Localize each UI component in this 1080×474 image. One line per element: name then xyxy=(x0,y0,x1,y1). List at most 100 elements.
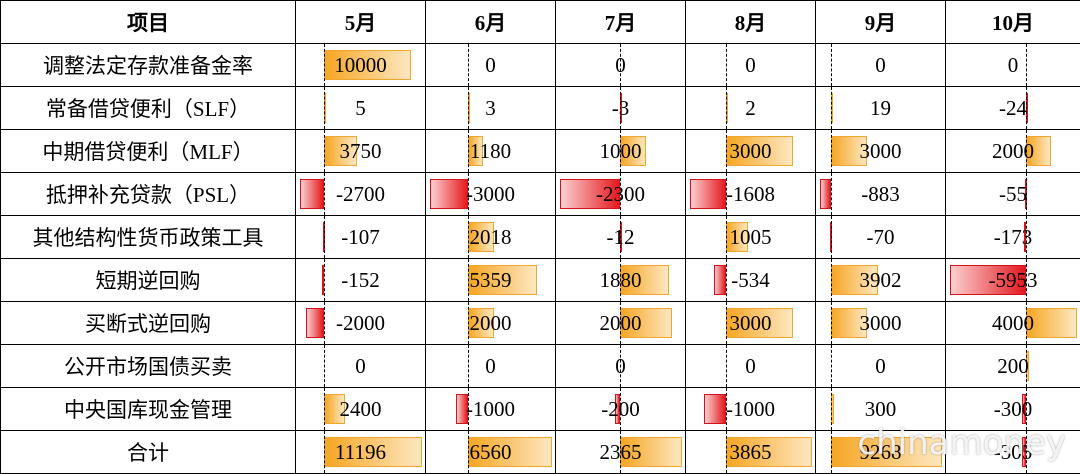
header-cell: 10月 xyxy=(946,1,1080,44)
zero-axis xyxy=(324,388,325,430)
value-cell: 200 xyxy=(946,345,1080,388)
value-cell: -24 xyxy=(946,87,1080,130)
cell-value: -173 xyxy=(994,225,1033,249)
value-cell: 3000 xyxy=(686,130,816,173)
row-label: 其他结构性货币政策工具 xyxy=(1,216,296,259)
data-bar xyxy=(820,179,831,209)
data-bar xyxy=(306,308,324,338)
zero-axis xyxy=(831,431,832,473)
zero-axis xyxy=(726,345,727,387)
header-cell: 项目 xyxy=(1,1,296,44)
data-bar xyxy=(430,179,468,209)
zero-axis xyxy=(324,259,325,301)
value-cell: 1880 xyxy=(556,259,686,302)
value-cell: 0 xyxy=(816,44,946,87)
cell-value: -152 xyxy=(341,268,380,292)
value-cell: 0 xyxy=(556,345,686,388)
cell-value: -5953 xyxy=(989,268,1038,292)
value-cell: 2000 xyxy=(426,302,556,345)
row-label: 短期逆回购 xyxy=(1,259,296,302)
zero-axis xyxy=(831,44,832,86)
zero-axis xyxy=(324,44,325,86)
zero-axis xyxy=(324,87,325,129)
value-cell: -152 xyxy=(296,259,426,302)
value-cell: 0 xyxy=(686,44,816,87)
value-cell: 3750 xyxy=(296,130,426,173)
zero-axis xyxy=(324,345,325,387)
cell-value: -2300 xyxy=(596,182,645,206)
cell-value: 2000 xyxy=(992,139,1034,163)
zero-axis xyxy=(831,130,832,172)
value-cell: 6560 xyxy=(426,431,556,474)
zero-axis xyxy=(831,173,832,215)
value-cell: 2000 xyxy=(946,130,1080,173)
cell-value: 3000 xyxy=(860,311,902,335)
value-cell: 2365 xyxy=(556,431,686,474)
zero-axis xyxy=(324,216,325,258)
value-cell: 1005 xyxy=(686,216,816,259)
cell-value: 2400 xyxy=(340,397,382,421)
zero-axis xyxy=(831,388,832,430)
row-label: 常备借贷便利（SLF） xyxy=(1,87,296,130)
zero-axis xyxy=(831,216,832,258)
cell-value: 1000 xyxy=(600,139,642,163)
cell-value: -107 xyxy=(341,225,380,249)
value-cell: -534 xyxy=(686,259,816,302)
value-cell: -70 xyxy=(816,216,946,259)
value-cell: -173 xyxy=(946,216,1080,259)
cell-value: 10000 xyxy=(334,53,387,77)
cell-value: 3865 xyxy=(730,440,772,464)
value-cell: 0 xyxy=(556,44,686,87)
value-cell: -3000 xyxy=(426,173,556,216)
cell-value: 0 xyxy=(875,53,886,77)
value-cell: -2300 xyxy=(556,173,686,216)
cell-value: 1880 xyxy=(600,268,642,292)
value-cell: 19 xyxy=(816,87,946,130)
cell-value: 0 xyxy=(1008,53,1019,77)
table-row: 短期逆回购 -152 5359 1880 -534 3902 -5953 xyxy=(1,259,1080,302)
value-cell: 5 xyxy=(296,87,426,130)
value-cell: 0 xyxy=(296,345,426,388)
cell-value: 300 xyxy=(865,397,897,421)
zero-axis xyxy=(831,87,832,129)
cell-value: -55 xyxy=(999,182,1027,206)
cell-value: 2 xyxy=(745,96,756,120)
data-bar xyxy=(704,394,726,424)
zero-axis xyxy=(324,130,325,172)
zero-axis xyxy=(468,345,469,387)
zero-axis xyxy=(726,302,727,344)
value-cell: -107 xyxy=(296,216,426,259)
cell-value: 0 xyxy=(745,354,756,378)
header-cell: 7月 xyxy=(556,1,686,44)
cell-value: 0 xyxy=(615,354,626,378)
header-cell: 9月 xyxy=(816,1,946,44)
value-cell: -2000 xyxy=(296,302,426,345)
cell-value: 2000 xyxy=(470,311,512,335)
value-cell: 1180 xyxy=(426,130,556,173)
value-cell: -3 xyxy=(556,87,686,130)
cell-value: 5359 xyxy=(470,268,512,292)
cell-value: 0 xyxy=(355,354,366,378)
cell-value: 3902 xyxy=(860,268,902,292)
zero-axis xyxy=(726,44,727,86)
cell-value: -3000 xyxy=(466,182,515,206)
zero-axis xyxy=(468,87,469,129)
header-cell: 8月 xyxy=(686,1,816,44)
row-label: 合计 xyxy=(1,431,296,474)
zero-axis xyxy=(324,302,325,344)
row-label: 调整法定存款准备金率 xyxy=(1,44,296,87)
zero-axis xyxy=(726,87,727,129)
row-label: 买断式逆回购 xyxy=(1,302,296,345)
value-cell: 2400 xyxy=(296,388,426,431)
data-bar xyxy=(300,179,324,209)
zero-axis xyxy=(1026,44,1027,86)
value-cell: 2 xyxy=(686,87,816,130)
zero-axis xyxy=(831,345,832,387)
